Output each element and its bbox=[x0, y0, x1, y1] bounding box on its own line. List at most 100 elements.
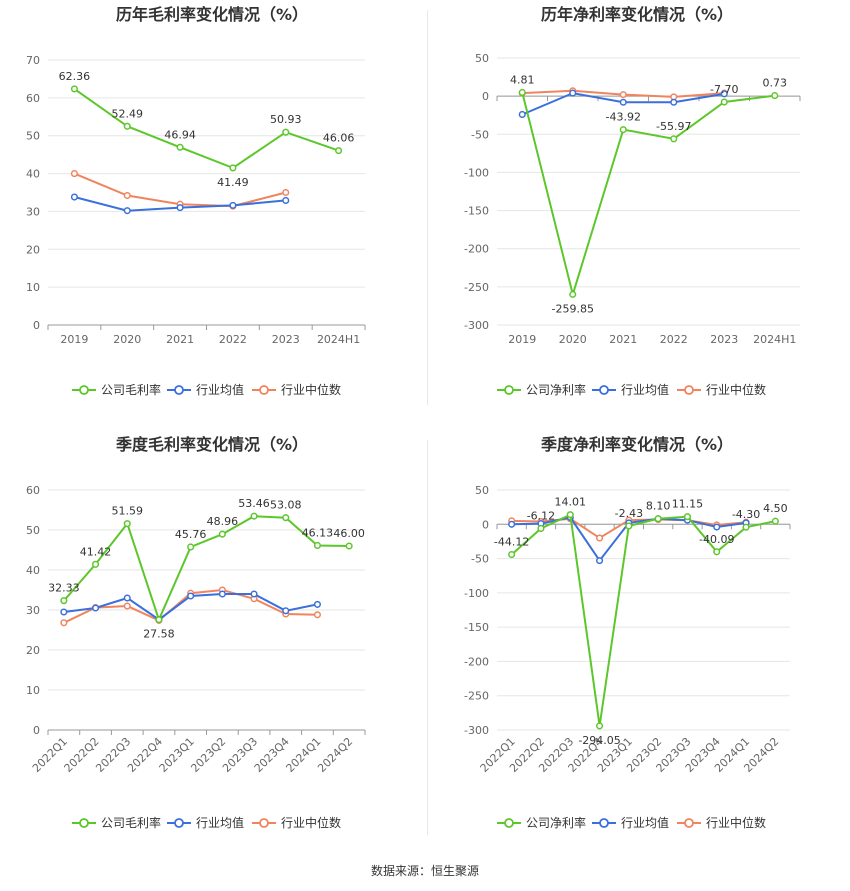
data-point bbox=[569, 89, 577, 97]
data-point bbox=[123, 520, 131, 528]
data-point bbox=[282, 196, 290, 204]
legend-item: 公司毛利率 bbox=[72, 815, 161, 830]
data-label: -55.97 bbox=[656, 120, 691, 133]
data-point bbox=[60, 619, 68, 627]
y-tick-label: -300 bbox=[464, 319, 489, 332]
legend-item: 行业均值 bbox=[592, 382, 669, 397]
data-label: 14.01 bbox=[555, 496, 587, 509]
y-tick-label: 10 bbox=[26, 684, 40, 697]
panel-divider bbox=[427, 440, 428, 835]
legend-marker bbox=[259, 818, 269, 828]
data-point bbox=[123, 122, 131, 130]
data-point bbox=[123, 191, 131, 200]
legend-label: 行业中位数 bbox=[706, 382, 766, 397]
legend-label: 公司净利率 bbox=[526, 815, 586, 830]
y-tick-label: -150 bbox=[464, 205, 489, 218]
data-point bbox=[713, 548, 721, 556]
chart-quarterly-gross-margin-svg: 季度毛利率变化情况（%）01020304050602022Q12022Q2202… bbox=[26, 435, 366, 830]
y-tick-label: 0 bbox=[482, 518, 489, 531]
legend-marker bbox=[174, 385, 184, 395]
chart-quarterly-net-margin-svg: 季度净利率变化情况（%）-300-250-200-150-100-5005020… bbox=[464, 435, 791, 830]
y-tick-label: 0 bbox=[482, 90, 489, 103]
y-tick-label: 70 bbox=[26, 54, 40, 67]
legend-marker bbox=[79, 385, 89, 395]
data-label: 50.93 bbox=[270, 113, 302, 126]
chart-annual-gross-margin: 历年毛利率变化情况（%） 0 10 20 30 40 50 60 70 2019 2020 2021 2… bbox=[0, 0, 425, 420]
data-point bbox=[92, 604, 100, 612]
y-tick-label: 0 bbox=[33, 319, 40, 332]
y-tick-label: 50 bbox=[26, 130, 40, 143]
data-point bbox=[518, 110, 526, 119]
series-line-0 bbox=[521, 92, 775, 299]
y-tick-label: 40 bbox=[26, 564, 40, 577]
data-label: 46.06 bbox=[323, 132, 355, 145]
legend-label: 行业均值 bbox=[196, 382, 244, 397]
data-point bbox=[713, 523, 721, 531]
data-point bbox=[720, 98, 728, 106]
legend-label: 行业均值 bbox=[621, 815, 669, 830]
y-tick-label: 20 bbox=[26, 644, 40, 657]
y-tick-label: -200 bbox=[464, 655, 489, 668]
x-tick-label: 2019 bbox=[508, 333, 536, 346]
data-point bbox=[282, 514, 290, 522]
chart-title: 历年毛利率变化情况（%） bbox=[116, 5, 308, 24]
y-tick-label: -250 bbox=[464, 690, 489, 703]
data-point bbox=[70, 85, 78, 93]
chart-title: 季度净利率变化情况（%） bbox=[540, 435, 733, 454]
y-tick-label: 60 bbox=[26, 484, 40, 497]
legend-marker bbox=[174, 818, 184, 828]
data-point bbox=[70, 170, 78, 178]
legend-marker bbox=[599, 385, 609, 395]
x-tick-label: 2022 bbox=[219, 333, 247, 346]
x-tick-label: 2023 bbox=[710, 333, 738, 346]
data-point bbox=[596, 557, 604, 565]
data-label: 51.59 bbox=[112, 505, 144, 518]
data-label: 41.49 bbox=[217, 176, 249, 189]
data-point bbox=[569, 290, 577, 298]
data-label: 46.94 bbox=[164, 128, 196, 141]
x-tick-label: 2024H1 bbox=[753, 333, 796, 346]
data-label: 41.42 bbox=[80, 545, 112, 558]
chart-annual-net-margin: 历年净利率变化情况（%） -300 -250 -200 -150 -100 -50 0 50 20… bbox=[425, 0, 850, 420]
legend-item: 行业中位数 bbox=[677, 815, 766, 830]
chart-title: 季度毛利率变化情况（%） bbox=[115, 435, 308, 454]
y-tick-label: 30 bbox=[26, 205, 40, 218]
data-point bbox=[619, 91, 627, 99]
data-point bbox=[619, 98, 627, 106]
data-label: 32.33 bbox=[48, 582, 80, 595]
data-point bbox=[313, 611, 322, 619]
data-point bbox=[335, 147, 343, 155]
data-label: 8.10 bbox=[646, 500, 671, 513]
chart-title: 历年净利率变化情况（%） bbox=[541, 5, 733, 24]
y-tick-label: 50 bbox=[26, 524, 40, 537]
y-tick-label: -50 bbox=[471, 128, 489, 141]
chart-annual-gross-margin-svg: 历年毛利率变化情况（%） 0 10 20 30 40 50 60 70 2019 2020 2021 2… bbox=[26, 5, 366, 397]
data-label: -294.05 bbox=[578, 734, 620, 747]
data-label: -259.85 bbox=[552, 302, 594, 315]
data-point bbox=[771, 92, 779, 100]
legend-item: 行业均值 bbox=[167, 382, 244, 397]
data-point bbox=[155, 616, 163, 624]
data-point bbox=[518, 88, 526, 97]
data-point bbox=[683, 513, 692, 521]
legend-item: 行业均值 bbox=[592, 815, 669, 830]
data-point bbox=[187, 543, 195, 551]
legend-item: 公司净利率 bbox=[497, 815, 586, 830]
legend-label: 行业均值 bbox=[196, 815, 244, 830]
y-tick-label: -50 bbox=[471, 553, 489, 566]
data-label: -44.12 bbox=[494, 536, 529, 549]
data-point bbox=[720, 90, 728, 98]
data-point bbox=[187, 592, 195, 600]
chart-annual-net-margin-svg: 历年净利率变化情况（%） -300 -250 -200 -150 -100 -50 0 50 20… bbox=[464, 5, 801, 397]
data-point bbox=[596, 534, 604, 542]
data-point bbox=[92, 560, 100, 568]
data-point bbox=[250, 512, 258, 520]
series-line-0 bbox=[73, 88, 339, 170]
data-point bbox=[313, 600, 322, 608]
data-label: -43.92 bbox=[606, 111, 641, 124]
y-tick-label: 30 bbox=[26, 604, 40, 617]
data-label: 11.15 bbox=[672, 498, 704, 511]
data-label: 52.49 bbox=[112, 107, 144, 120]
x-tick-label: 2022 bbox=[660, 333, 688, 346]
legend-marker bbox=[684, 818, 694, 828]
